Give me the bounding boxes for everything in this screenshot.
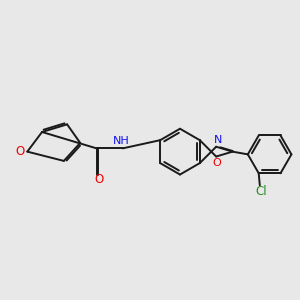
Text: O: O <box>212 158 221 168</box>
Text: N: N <box>214 135 222 145</box>
Text: Cl: Cl <box>255 185 267 198</box>
Text: O: O <box>15 145 24 158</box>
Text: NH: NH <box>113 136 130 146</box>
Text: O: O <box>95 173 104 187</box>
